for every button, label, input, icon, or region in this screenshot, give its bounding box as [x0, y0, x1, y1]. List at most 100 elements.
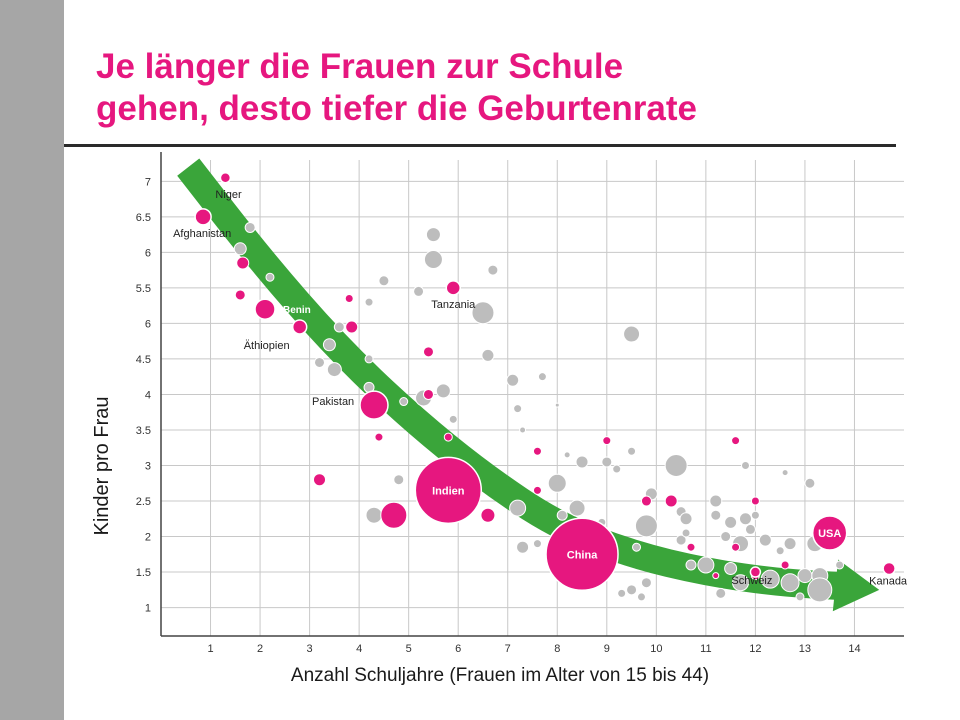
label-usa: USA — [818, 528, 841, 540]
country-point — [740, 460, 750, 470]
point-äthiopien — [291, 319, 308, 335]
country-point — [537, 372, 547, 382]
label-kanada: Kanada — [869, 576, 908, 588]
point-tanzania — [445, 280, 461, 296]
label-indien: Indien — [432, 485, 465, 497]
country-point — [378, 275, 390, 287]
y-tick-label: 3.5 — [136, 425, 151, 437]
highlight-point — [602, 436, 612, 446]
label-äthiopien: Äthiopien — [244, 340, 290, 352]
point-pakistan — [359, 390, 389, 420]
y-tick-label: 4 — [145, 389, 151, 401]
country-point — [575, 455, 589, 469]
x-tick-label: 2 — [257, 643, 263, 655]
highlight-point — [532, 485, 542, 495]
point-indien — [414, 456, 483, 525]
label-tanzania: Tanzania — [431, 299, 476, 311]
y-tick-label: 2 — [145, 532, 151, 544]
country-point — [750, 510, 760, 520]
country-point — [364, 354, 374, 364]
point-niger — [219, 172, 232, 184]
point-labels: Niger Afghanistan Benin Äthiopien Tanzania Pa… — [173, 189, 908, 588]
country-point — [326, 362, 342, 378]
slide-title-line-2: gehen, desto tiefer die Geburtenrate — [96, 89, 697, 128]
y-tick-label: 3 — [145, 460, 151, 472]
country-point — [807, 577, 833, 603]
country-point — [481, 348, 495, 362]
country-point — [835, 560, 845, 570]
country-point — [627, 446, 637, 456]
country-point — [509, 499, 527, 517]
country-point — [732, 574, 750, 592]
country-point — [664, 453, 688, 477]
country-point — [568, 499, 586, 517]
point-afghanistan — [194, 208, 212, 226]
point-usa — [811, 515, 848, 551]
highlight-point — [234, 289, 246, 301]
highlight-point — [345, 320, 359, 334]
country-point — [413, 285, 425, 297]
left-decor-bar — [0, 0, 64, 720]
country-point — [760, 569, 780, 589]
x-tick-label: 14 — [848, 643, 860, 655]
x-tick-label: 11 — [700, 643, 711, 655]
highlight-point — [664, 494, 678, 508]
country-point — [640, 577, 652, 589]
highlight-point — [731, 436, 741, 446]
country-point — [710, 509, 722, 521]
y-tick-label: 1 — [145, 603, 151, 615]
label-niger: Niger — [215, 189, 242, 201]
highlight-point — [640, 495, 652, 507]
highlight-point — [750, 496, 760, 506]
country-point — [365, 506, 383, 524]
country-point — [244, 221, 256, 233]
country-point — [758, 533, 772, 547]
country-point — [399, 397, 409, 407]
label-pakistan: Pakistan — [312, 396, 354, 408]
highlight-point — [731, 542, 741, 552]
x-tick-label: 3 — [307, 643, 313, 655]
label-schweiz: Schweiz — [731, 575, 772, 587]
country-point — [797, 568, 813, 584]
country-point — [513, 404, 523, 414]
x-tick-label: 13 — [799, 643, 811, 655]
y-tick-label: 6 — [145, 247, 151, 259]
country-point — [720, 531, 732, 543]
country-point — [532, 539, 542, 549]
country-point — [516, 540, 530, 554]
y-tick-label: 2.5 — [136, 496, 151, 508]
country-point — [487, 264, 499, 276]
y-tick-label: 7 — [145, 176, 151, 188]
country-point — [623, 325, 641, 343]
label-china: China — [567, 549, 598, 561]
highlight-point — [532, 446, 542, 456]
country-point — [783, 537, 797, 551]
country-point — [775, 546, 785, 556]
highlight-point — [480, 507, 496, 523]
country-point — [265, 272, 275, 282]
slide-title-line-1: Je länger die Frauen zur Schule — [96, 47, 624, 86]
label-afghanistan: Afghanistan — [173, 228, 231, 240]
highlight-point — [780, 560, 790, 570]
highlight-point — [443, 432, 453, 442]
country-point — [804, 477, 816, 489]
country-point — [448, 414, 458, 424]
country-point — [601, 456, 613, 468]
x-tick-label: 8 — [554, 643, 560, 655]
country-point — [744, 523, 756, 535]
country-point — [738, 512, 752, 526]
country-point — [612, 464, 622, 474]
y-axis-title: Kinder pro Frau — [91, 397, 113, 536]
scatter-chart: Niger Afghanistan Benin Äthiopien Tanzania Pa… — [91, 152, 908, 686]
highlight-point — [422, 388, 434, 400]
country-point — [393, 474, 405, 486]
x-tick-label: 10 — [650, 643, 662, 655]
country-point — [556, 509, 568, 521]
country-point — [715, 587, 727, 599]
country-point — [425, 227, 441, 243]
country-point — [634, 514, 658, 538]
point-kanada — [882, 561, 896, 576]
country-point — [632, 542, 642, 552]
country-point — [314, 356, 326, 368]
country-point — [519, 426, 527, 434]
